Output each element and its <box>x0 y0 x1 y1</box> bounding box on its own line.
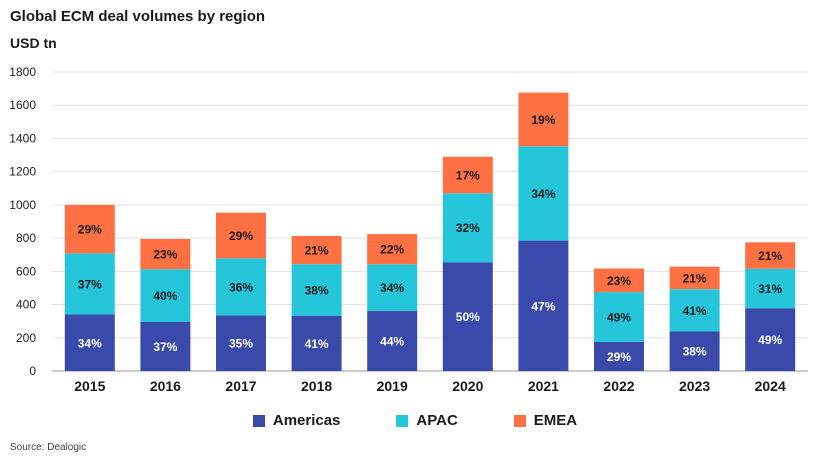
data-label: 34% <box>78 336 102 350</box>
bar-emea <box>291 235 342 265</box>
y-tick-label: 1200 <box>9 165 36 179</box>
y-tick-label: 1600 <box>9 98 36 112</box>
x-tick-label: 2023 <box>679 378 710 394</box>
legend-swatch-emea <box>513 414 526 427</box>
y-tick-label: 0 <box>29 364 36 378</box>
x-tick-label: 2018 <box>301 378 332 394</box>
bar-americas <box>140 321 191 371</box>
data-label: 29% <box>229 229 253 243</box>
bar-emea <box>367 234 418 265</box>
data-label: 29% <box>607 350 631 364</box>
bar-emea <box>594 268 644 293</box>
bar-americas <box>518 240 569 371</box>
bar-apac <box>442 193 493 263</box>
y-tick-label: 1000 <box>9 198 36 212</box>
x-tick-label: 2017 <box>225 378 256 394</box>
bar-apac <box>367 264 418 311</box>
legend-label-apac: APAC <box>416 412 458 429</box>
bar-emea <box>140 238 191 270</box>
data-label: 21% <box>683 271 707 285</box>
bar-americas <box>745 308 796 371</box>
y-tick-label: 1400 <box>9 131 36 145</box>
bar-emea <box>64 204 115 254</box>
legend-item-americas: Americas <box>252 412 341 429</box>
legend-label-emea: EMEA <box>533 412 578 429</box>
data-label: 34% <box>380 281 404 295</box>
legend-label-americas: Americas <box>272 412 341 429</box>
source-note: Source: Dealogic <box>10 442 87 453</box>
bar-emea <box>442 156 493 194</box>
data-label: 32% <box>456 221 480 235</box>
y-tick-label: 200 <box>16 331 36 345</box>
legend-swatch-apac <box>396 414 409 427</box>
data-label: 35% <box>229 337 253 351</box>
data-label: 31% <box>758 282 782 296</box>
legend-item-emea: EMEA <box>513 412 578 429</box>
legend: Americas APAC EMEA <box>0 412 830 429</box>
x-tick-label: 2021 <box>528 378 559 394</box>
bar-emea <box>669 266 720 290</box>
data-label: 29% <box>78 223 102 237</box>
bar-apac <box>594 292 644 342</box>
x-tick-label: 2019 <box>377 378 408 394</box>
bar-americas <box>442 262 493 371</box>
bar-apac <box>64 253 115 315</box>
bar-apac <box>140 269 191 322</box>
bar-americas <box>216 315 266 371</box>
data-label: 41% <box>683 304 707 318</box>
bar-americas <box>367 310 418 371</box>
data-label: 23% <box>153 248 177 262</box>
x-tick-label: 2024 <box>755 378 786 394</box>
data-label: 44% <box>380 334 404 348</box>
data-label: 23% <box>607 274 631 288</box>
data-label: 49% <box>607 311 631 325</box>
bar-apac <box>518 146 569 241</box>
data-label: 38% <box>683 345 707 359</box>
x-tick-label: 2015 <box>74 378 105 394</box>
data-label: 38% <box>305 283 329 297</box>
data-label: 50% <box>456 310 480 324</box>
chart-plot: 0 200 400 600 800 1000 1200 1400 1600 1800 34% 37% 2… <box>9 65 808 394</box>
bar-americas <box>291 315 342 371</box>
bar-apac <box>216 258 266 316</box>
data-label: 47% <box>531 299 555 313</box>
bar-emea <box>745 242 796 269</box>
x-tick-label: 2020 <box>452 378 483 394</box>
y-tick-label: 800 <box>16 231 36 245</box>
bar-apac <box>745 268 796 309</box>
x-tick-label: 2022 <box>603 378 634 394</box>
data-label: 41% <box>305 337 329 351</box>
y-tick-label: 600 <box>16 264 36 278</box>
data-label: 34% <box>531 187 555 201</box>
bar-apac <box>669 289 720 332</box>
data-label: 21% <box>758 249 782 263</box>
y-tick-label: 400 <box>16 298 36 312</box>
unit-label: USD tn <box>10 35 57 51</box>
data-label: 37% <box>78 277 102 291</box>
data-label: 21% <box>305 244 329 258</box>
x-tick-label: 2016 <box>150 378 181 394</box>
bar-apac <box>291 264 342 316</box>
bar-americas <box>594 341 644 371</box>
legend-item-apac: APAC <box>396 412 458 429</box>
bar-americas <box>64 314 115 371</box>
data-label: 17% <box>456 168 480 182</box>
legend-swatch-americas <box>252 414 265 427</box>
data-label: 22% <box>380 243 404 257</box>
data-label: 40% <box>153 289 177 303</box>
bar-americas <box>669 331 720 371</box>
bar-emea <box>216 212 266 259</box>
y-tick-label: 1800 <box>9 65 36 79</box>
chart-title: Global ECM deal volumes by region <box>10 8 266 25</box>
data-label: 49% <box>758 333 782 347</box>
data-label: 19% <box>531 113 555 127</box>
bar-emea <box>518 92 569 147</box>
data-label: 36% <box>229 280 253 294</box>
data-label: 37% <box>153 340 177 354</box>
